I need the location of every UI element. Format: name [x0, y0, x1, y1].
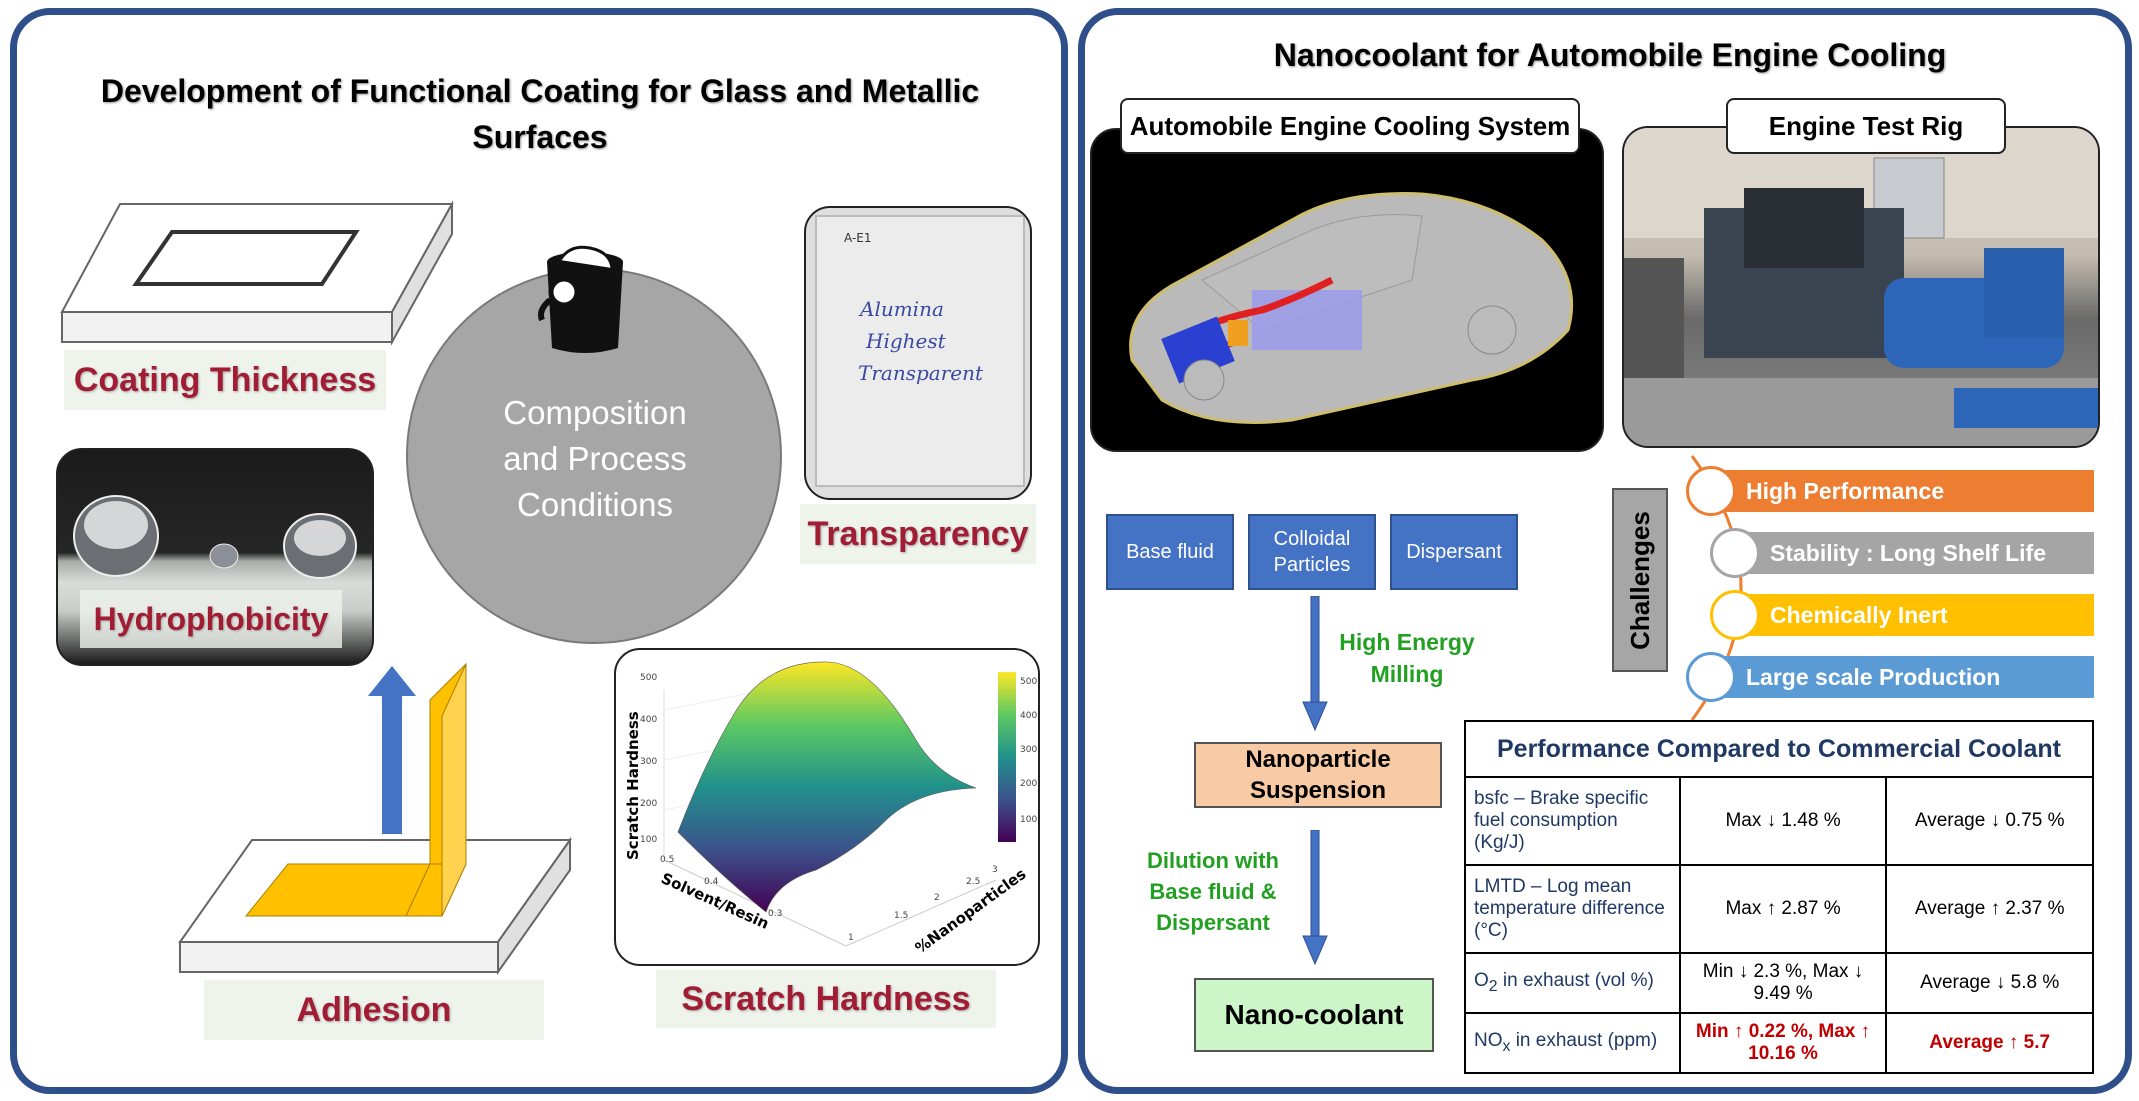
scratch-hardness-label: Scratch Hardness	[656, 970, 996, 1028]
colorbar-tick: 400	[1020, 711, 1037, 721]
transparency-label: Transparency	[800, 504, 1036, 564]
y-tick: 1	[848, 933, 854, 943]
coating-thickness-slab	[60, 200, 454, 346]
value-cell: Min ↓ 2.3 %, Max ↓ 9.49 %	[1678, 952, 1888, 1014]
water-droplets-icon	[73, 495, 357, 579]
table-row: bsfc – Brake specific fuel consumption (…	[1464, 776, 2094, 866]
z-tick: 100	[640, 835, 657, 845]
y-tick: 3	[992, 865, 998, 875]
y-tick: 2	[934, 893, 940, 903]
input-colloidal-particles: Colloidal Particles	[1248, 514, 1376, 590]
param-text: O	[1474, 970, 1489, 992]
table-title-row: Performance Compared to Commercial Coola…	[1464, 720, 2094, 778]
table-title: Performance Compared to Commercial Coola…	[1464, 720, 2094, 778]
colorbar-tick: 300	[1020, 745, 1037, 755]
test-rig-tag: Engine Test Rig	[1726, 98, 2006, 154]
glass-note-line1: Alumina	[858, 297, 944, 321]
x-tick: 0.5	[660, 855, 674, 865]
value-cell: Average ↓ 0.75 %	[1885, 776, 2094, 866]
challenge-bullet-icon	[1710, 528, 1760, 578]
challenge-bullet-icon	[1686, 652, 1736, 702]
value-cell: Min ↑ 0.22 %, Max ↑ 10.16 %	[1678, 1012, 1888, 1074]
challenges-label-box: Challenges	[1612, 488, 1668, 672]
value-cell: Average ↑ 5.7	[1885, 1012, 2094, 1074]
nanoparticle-suspension-box: Nanoparticle Suspension	[1194, 742, 1442, 808]
table-row: LMTD – Log mean temperature difference (…	[1464, 864, 2094, 954]
challenge-bullet-icon	[1686, 466, 1736, 516]
step-dilution: Dilution with Base fluid & Dispersant	[1147, 848, 1279, 935]
param-text: in exhaust (ppm)	[1510, 1030, 1658, 1052]
challenges-label: Challenges	[1624, 510, 1655, 650]
param-text: in exhaust (vol %)	[1497, 970, 1654, 992]
adhesion-label: Adhesion	[204, 980, 544, 1040]
challenge-text: High Performance	[1746, 477, 1945, 504]
hydrophobicity-label: Hydrophobicity	[80, 590, 342, 648]
param-subscript: 2	[1488, 977, 1498, 995]
table-row: O2 in exhaust (vol %) Min ↓ 2.3 %, Max ↓…	[1464, 952, 2094, 1014]
challenge-text: Chemically Inert	[1770, 601, 1948, 628]
challenge-high-performance: High Performance	[1724, 470, 2094, 512]
nano-coolant-box: Nano-coolant	[1194, 978, 1434, 1052]
input-base-fluid: Base fluid	[1106, 514, 1234, 590]
nano-coolant-label: Nano-coolant	[1224, 999, 1404, 1030]
table-row: NOx in exhaust (ppm) Min ↑ 0.22 %, Max ↑…	[1464, 1012, 2094, 1074]
coating-thickness-label: Coating Thickness	[64, 350, 386, 410]
z-tick: 500	[640, 673, 657, 683]
nanoparticle-suspension-label: Nanoparticle Suspension	[1245, 745, 1391, 804]
paint-bucket-icon	[538, 245, 623, 353]
scratch-hardness-plot: 500 400 300 200 100 500 400 300 200 100 …	[614, 648, 1040, 966]
value-cell: Max ↓ 1.48 %	[1678, 776, 1888, 866]
value-cell: Max ↑ 2.87 %	[1678, 864, 1888, 954]
challenge-large-scale: Large scale Production	[1724, 656, 2094, 698]
param-cell: LMTD – Log mean temperature difference (…	[1464, 864, 1681, 954]
step-high-energy-milling: High Energy Milling	[1339, 629, 1475, 688]
glass-note-line3: Transparent	[858, 361, 984, 385]
param-text: NO	[1474, 1030, 1503, 1052]
flow-arrow-down-icon	[1302, 830, 1328, 966]
param-subscript: x	[1502, 1037, 1511, 1055]
engine-test-rig-image	[1622, 126, 2100, 448]
colorbar-tick: 500	[1020, 677, 1037, 687]
challenge-chemically-inert: Chemically Inert	[1748, 594, 2094, 636]
glass-note-line2: Highest	[865, 329, 947, 353]
param-cell: NOx in exhaust (ppm)	[1464, 1012, 1681, 1074]
test-rig-illustration	[1624, 128, 2098, 446]
x-tick: 0.3	[768, 909, 782, 919]
value-cell: Average ↓ 5.8 %	[1885, 952, 2094, 1014]
challenge-text: Large scale Production	[1746, 663, 2001, 690]
transparency-image: A-E1 Alumina Highest Transparent	[804, 206, 1032, 500]
y-tick: 1.5	[894, 911, 908, 921]
engine-cooling-image	[1090, 128, 1604, 452]
cooling-system-tag: Automobile Engine Cooling System	[1120, 98, 1580, 154]
flow-arrow-down-icon	[1302, 596, 1328, 732]
input-dispersant: Dispersant	[1390, 514, 1518, 590]
param-cell: bsfc – Brake specific fuel consumption (…	[1464, 776, 1681, 866]
right-title: Nanocoolant for Automobile Engine Coolin…	[1273, 37, 1947, 73]
colorbar-tick: 200	[1020, 779, 1037, 789]
performance-table: Performance Compared to Commercial Coola…	[1464, 720, 2094, 1074]
left-title: Development of Functional Coating for Gl…	[100, 73, 980, 155]
colorbar-tick: 100	[1020, 815, 1037, 825]
challenge-bullet-icon	[1710, 590, 1760, 640]
x-tick: 0.4	[704, 877, 719, 887]
value-cell: Average ↑ 2.37 %	[1885, 864, 2094, 954]
adhesion-graphic	[178, 662, 572, 976]
composition-text: Composition and Process Conditions	[503, 394, 687, 523]
z-axis-label: Scratch Hardness	[624, 711, 642, 860]
car-cooling-illustration	[1129, 192, 1574, 424]
challenge-stability: Stability : Long Shelf Life	[1748, 532, 2094, 574]
y-tick: 2.5	[966, 877, 980, 887]
glass-id-text: A-E1	[844, 231, 872, 245]
z-tick: 300	[640, 757, 657, 767]
param-cell: O2 in exhaust (vol %)	[1464, 952, 1681, 1014]
challenge-text: Stability : Long Shelf Life	[1770, 539, 2046, 566]
z-tick: 400	[640, 715, 657, 725]
z-tick: 200	[640, 799, 657, 809]
